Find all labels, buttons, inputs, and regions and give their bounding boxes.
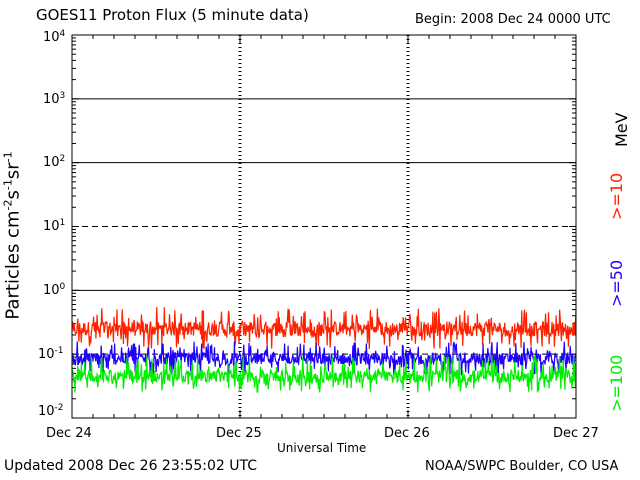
- y-tick-label: 101: [43, 218, 66, 235]
- y-tick-label: 100: [43, 282, 66, 299]
- y-tick-label: 104: [43, 29, 66, 46]
- plot-frame: [71, 34, 577, 419]
- y-tick-label: 10-1: [38, 346, 64, 363]
- begin-time: Begin: 2008 Dec 24 0000 UTC: [415, 12, 611, 27]
- legend-item-100mev: >=100: [607, 354, 626, 412]
- y-tick-label: 10-2: [38, 403, 64, 420]
- x-tick-label: Dec 27: [553, 426, 599, 441]
- series-line: [71, 341, 577, 376]
- legend-item-50mev: >=50: [607, 259, 626, 307]
- x-tick-label: Dec 24: [46, 426, 92, 441]
- y-axis-title: Particles cm-2s-1sr-1: [1, 151, 24, 320]
- x-tick-label: Dec 25: [216, 426, 262, 441]
- x-axis-title: Universal Time: [277, 441, 367, 455]
- legend-item-10mev: >=10: [607, 172, 626, 220]
- updated-timestamp: Updated 2008 Dec 26 23:55:02 UTC: [4, 458, 258, 474]
- credit-text: NOAA/SWPC Boulder, CO USA: [425, 459, 619, 474]
- series-line: [71, 307, 577, 350]
- y-tick-label: 103: [43, 91, 66, 108]
- x-tick-label: Dec 26: [384, 426, 430, 441]
- y-tick-label: 102: [43, 154, 66, 171]
- chart-title: GOES11 Proton Flux (5 minute data): [36, 6, 309, 24]
- legend-unit: MeV: [612, 112, 631, 147]
- series-line: [71, 355, 577, 393]
